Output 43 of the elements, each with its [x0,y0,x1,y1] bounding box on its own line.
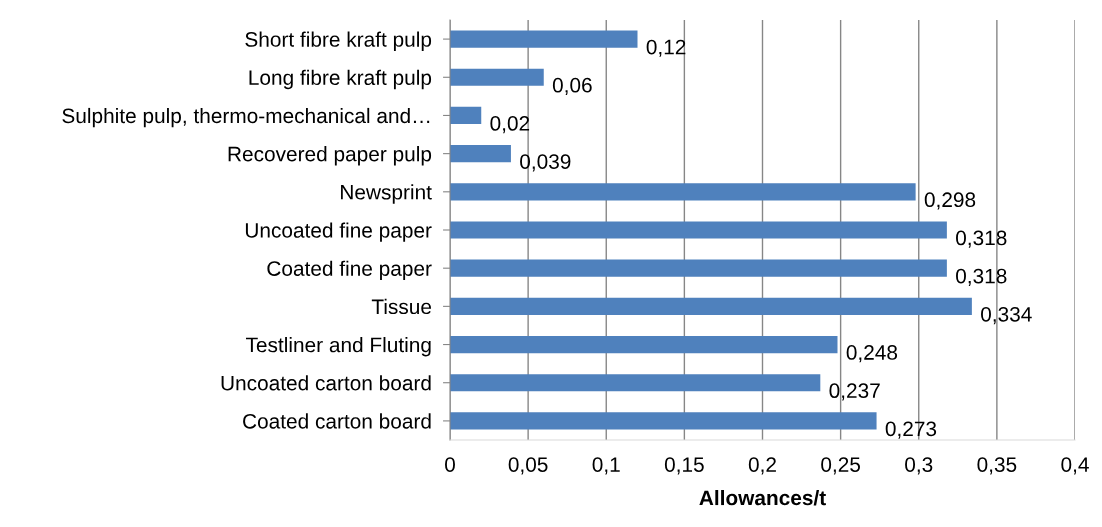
y-tick-label: Uncoated carton board [221,375,431,391]
x-tick-label: 0 [445,457,455,472]
bar [450,68,544,86]
y-tick-label: Tissue [371,298,432,315]
bar [450,30,638,48]
y-tick-label: Testliner and Fluting [245,337,431,357]
x-tick-label: 0,15 [664,457,704,475]
y-tick-label: Sulphite pulp, thermo-mechanical and… [62,107,430,128]
bar [450,335,838,354]
bar [450,259,947,277]
data-label: 0,12 [646,39,686,57]
bar [450,297,972,315]
data-label: 0,039 [520,154,571,172]
y-tick-label: Recovered paper pulp [228,146,432,166]
data-label: 0,06 [552,77,592,96]
y-tick-label: Uncoated fine paper [245,222,432,242]
data-label: 0,02 [490,116,530,134]
x-axis-title: Allowances/t [699,489,826,506]
y-tick-label: Coated fine paper [267,260,432,281]
y-tick-label: Coated carton board [243,413,431,429]
x-tick-label: 0,05 [508,457,548,475]
y-tick-label: Long fibre kraft pulp [249,69,432,90]
bar [450,183,916,201]
data-label: 0,237 [829,383,880,401]
bar [450,374,821,392]
bar [450,412,877,430]
data-label: 0,248 [846,345,898,363]
data-label: 0,318 [956,230,1007,248]
data-label: 0,298 [924,192,976,210]
bar [450,145,511,163]
x-tick-label: 0,4 [1061,457,1089,475]
x-tick-label: 0,25 [821,457,861,475]
x-tick-label: 0,35 [977,457,1017,475]
y-tick-label: Newsprint [341,184,432,204]
bar [450,221,947,239]
data-label: 0,273 [885,421,937,439]
y-tick-label: Short fibre kraft pulp [245,31,432,51]
data-label: 0,334 [981,306,1032,325]
x-tick-label: 0,3 [905,457,933,475]
data-label: 0,318 [956,268,1007,286]
x-tick-label: 0,1 [592,457,620,475]
x-tick-label: 0,2 [748,457,776,475]
bar [450,106,482,125]
